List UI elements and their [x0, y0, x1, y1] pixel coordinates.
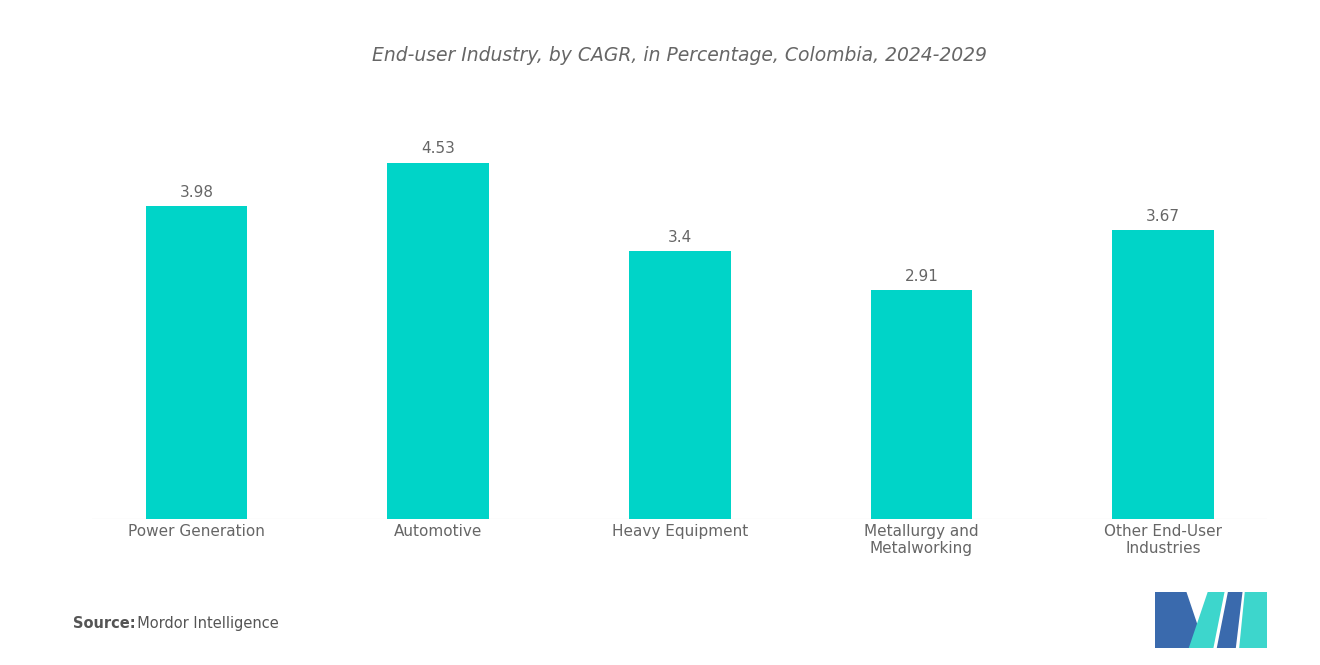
Text: 3.67: 3.67: [1146, 209, 1180, 224]
Text: Mordor Intelligence: Mordor Intelligence: [128, 616, 279, 632]
Polygon shape: [1217, 592, 1242, 648]
Polygon shape: [1239, 592, 1267, 648]
Text: 3.98: 3.98: [180, 185, 214, 199]
Text: 4.53: 4.53: [421, 142, 455, 156]
Bar: [1113, 230, 1214, 519]
Text: 2.91: 2.91: [904, 269, 939, 284]
Bar: [388, 163, 488, 519]
Text: Source:: Source:: [73, 616, 135, 632]
Text: 3.4: 3.4: [668, 230, 692, 245]
Polygon shape: [1155, 592, 1205, 648]
Title: End-user Industry, by CAGR, in Percentage, Colombia, 2024-2029: End-user Industry, by CAGR, in Percentag…: [372, 47, 987, 65]
Bar: [871, 290, 972, 519]
Bar: [630, 251, 730, 519]
Polygon shape: [1189, 592, 1225, 648]
Bar: [145, 206, 247, 519]
